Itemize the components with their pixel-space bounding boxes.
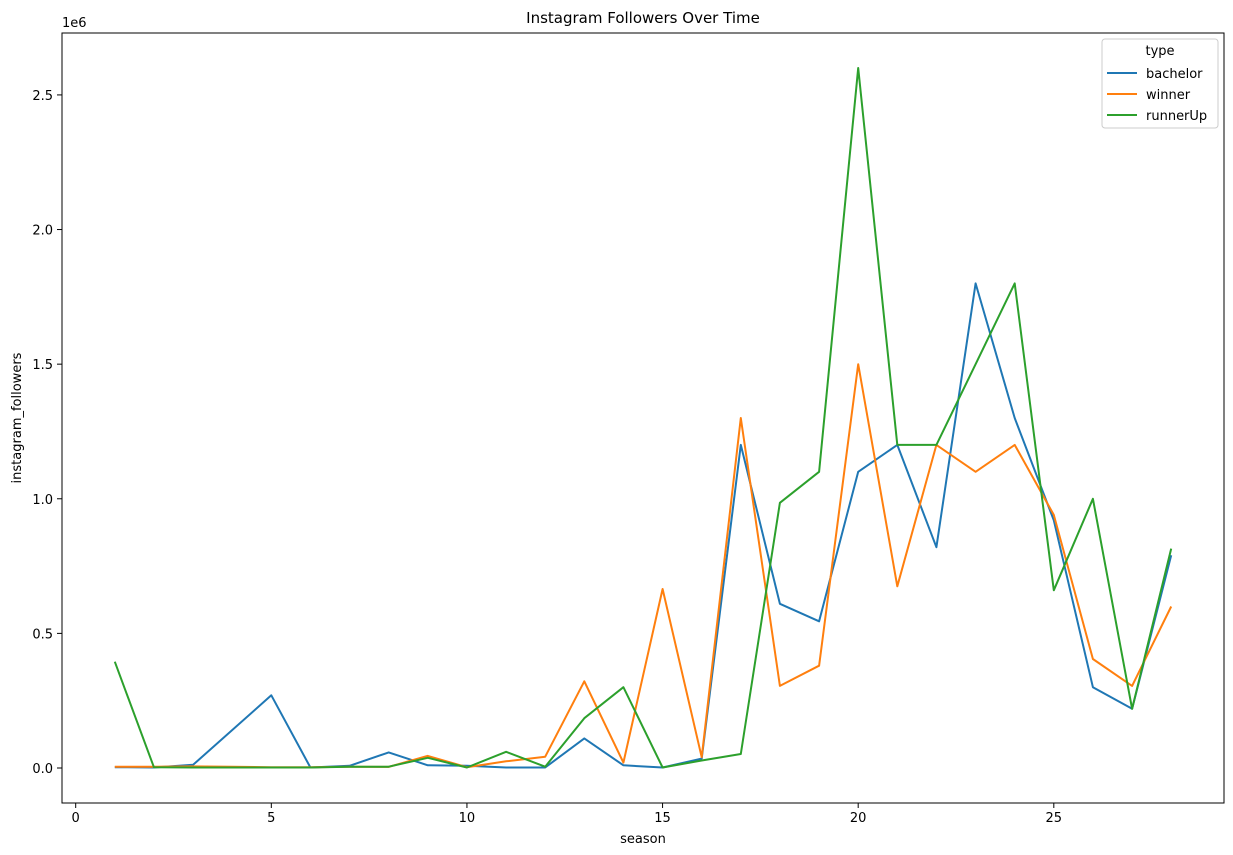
legend-label-bachelor: bachelor	[1146, 67, 1203, 82]
x-tick-label: 15	[654, 811, 671, 826]
series-line-runnerup	[113, 67, 1173, 769]
plot-frame	[61, 32, 1225, 804]
x-tick-label: 25	[1046, 811, 1063, 826]
legend-label-winner: winner	[1146, 88, 1191, 103]
y-tick-label: 2.5	[32, 89, 53, 104]
y-tick-label: 1.0	[32, 493, 53, 508]
series-layer	[113, 67, 1173, 769]
legend-title: type	[1145, 44, 1174, 59]
y-axis-title: instagram_followers	[10, 352, 25, 483]
y-tick-label: 2.0	[32, 224, 53, 239]
x-axis-title: season	[620, 832, 666, 847]
y-tick-label: 0.5	[32, 627, 53, 642]
legend-label-runnerup: runnerUp	[1146, 109, 1207, 124]
chart-title: Instagram Followers Over Time	[526, 9, 760, 27]
y-tick-label: 1.5	[32, 358, 53, 373]
legend: type bachelor winner runnerUp	[1101, 38, 1219, 129]
y-tick-label: 0.0	[32, 762, 53, 777]
y-offset-label: 1e6	[62, 16, 87, 31]
x-tick-label: 10	[459, 811, 476, 826]
x-tick-label: 20	[850, 811, 867, 826]
y-axis: 0.0 0.5 1.0 1.5 2.0 2.5	[32, 89, 62, 777]
x-tick-label: 0	[72, 811, 80, 826]
x-tick-label: 5	[267, 811, 275, 826]
x-axis: 0 5 10 15 20 25	[72, 803, 1063, 826]
legend-frame	[1101, 38, 1219, 129]
